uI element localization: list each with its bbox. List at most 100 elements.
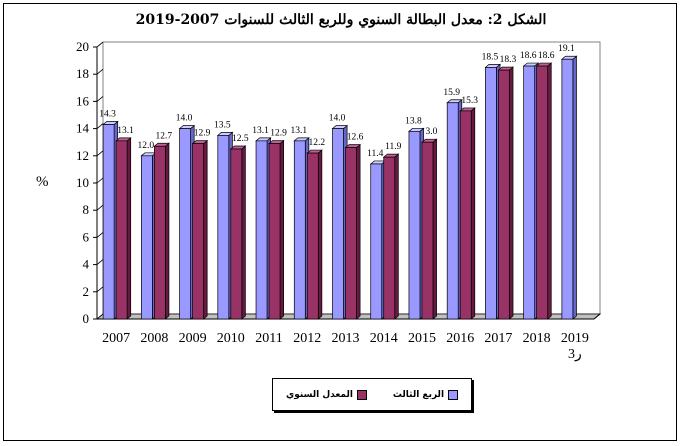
bar-annual — [459, 107, 476, 320]
bar-annual-front — [536, 65, 549, 320]
x-tick-label: 2019 — [561, 331, 589, 346]
legend-label-quarter: الربع الثالث — [392, 389, 445, 400]
x-tick-label: 2018 — [523, 331, 551, 346]
bar-annual-side — [164, 142, 170, 320]
y-tick-depth — [96, 232, 104, 238]
bar-quarter-front — [140, 155, 153, 320]
bar-quarter-side — [572, 55, 577, 320]
bar-annual-side — [509, 66, 514, 320]
data-label-annual: 12.7 — [156, 131, 173, 141]
x-tick-label: 2010 — [217, 331, 245, 346]
bar-quarter — [446, 99, 463, 320]
data-label-annual: 3.0 — [426, 127, 438, 137]
data-label-quarter: 13.5 — [214, 120, 231, 130]
data-label-annual: 13.1 — [117, 126, 134, 136]
bar-annual-front — [345, 147, 357, 320]
legend-item-annual: المعدل السنوي — [286, 389, 367, 400]
x-tick-label: 2009 — [179, 331, 207, 346]
bar-annual — [535, 62, 553, 320]
bar-quarter — [293, 137, 310, 320]
y-tick-label: 16 — [76, 93, 90, 108]
x-tick-label: 2008 — [140, 331, 168, 346]
data-label-annual: 12.9 — [194, 129, 211, 139]
bar-annual — [115, 137, 132, 320]
bar-quarter — [369, 160, 387, 320]
chart-title: الشكل 2: معدل البطالة السنوي وللربع الثا… — [135, 12, 547, 28]
bar-quarter — [178, 124, 196, 320]
bar-annual-side — [279, 139, 284, 320]
x-tick-sublabel: ر3 — [568, 347, 582, 362]
bar-quarter — [140, 152, 157, 320]
axes: 0 2 4 6 8 10 12 14 16 18 20 2007 2008 2009 2010 2011 201… — [76, 39, 594, 362]
bar-quarter — [522, 62, 540, 320]
data-label-quarter: 13.1 — [290, 126, 307, 136]
data-label-quarter: 18.5 — [482, 52, 499, 62]
data-label-quarter: 12.0 — [138, 141, 155, 151]
y-tick-depth — [96, 123, 104, 129]
x-tick-label: 2012 — [293, 331, 321, 346]
data-label-annual: 18.6 — [538, 51, 555, 61]
x-tick-label: 2013 — [332, 331, 360, 346]
y-tick-label: 20 — [76, 39, 89, 54]
bar-quarter-front — [561, 58, 574, 320]
bar-quarter-front — [332, 128, 344, 320]
x-tick-label: 2016 — [446, 331, 474, 346]
bar-quarter-front — [446, 102, 459, 320]
bar-annual-side — [317, 149, 323, 320]
bar-annual — [191, 139, 209, 320]
bar-quarter-front — [408, 130, 421, 320]
y-tick-label: 0 — [83, 311, 90, 326]
bar-annual — [382, 153, 400, 320]
y-tick-label: 8 — [83, 202, 90, 217]
bar-annual-front — [421, 141, 434, 320]
bar-annual-side — [432, 138, 437, 320]
data-label-annual: 12.2 — [308, 138, 325, 148]
bar-quarter-front — [370, 163, 383, 320]
y-tick-depth — [96, 68, 104, 75]
y-tick-depth — [96, 177, 104, 184]
bar-annual-front — [153, 145, 166, 320]
data-label-quarter: 13.1 — [252, 126, 269, 136]
legend-item-quarter: الربع الثالث — [392, 389, 459, 400]
legend: الربع الثالث المعدل السنوي — [272, 378, 472, 411]
bar-annual — [497, 66, 514, 320]
y-tick-label: 2 — [83, 284, 90, 299]
bar-annual-front — [268, 143, 281, 320]
data-label-annual: 12.6 — [347, 133, 364, 143]
bar-annual-side — [126, 137, 132, 320]
bar-annual — [268, 139, 285, 320]
y-tick-depth — [96, 41, 104, 48]
bar-quarter — [102, 120, 119, 320]
y-tick-depth — [96, 204, 104, 211]
data-label-annual: 11.9 — [385, 142, 402, 152]
legend-swatch-annual — [356, 389, 367, 400]
chart-canvas: 0 2 4 6 8 10 12 14 16 18 20 2007 2008 2009 2010 2011 201… — [36, 39, 602, 362]
bar-annual-front — [192, 143, 204, 320]
y-tick-label: 4 — [83, 257, 90, 272]
data-label-annual: 12.9 — [270, 129, 287, 139]
bar-annual — [420, 138, 438, 320]
bar-annual — [306, 149, 323, 320]
bar-annual-side — [470, 107, 476, 320]
data-label-annual: 12.5 — [232, 134, 249, 144]
data-label-quarter: 18.6 — [520, 51, 537, 61]
bar-quarter-front — [293, 140, 306, 320]
bar-quarter — [331, 124, 349, 320]
x-tick-label: 2017 — [484, 331, 512, 346]
bar-quarter-front — [179, 128, 191, 320]
x-tick-label: 2014 — [370, 331, 398, 346]
bar-quarter-front — [485, 67, 497, 320]
data-label-annual: 15.3 — [461, 96, 478, 106]
bar-annual-side — [547, 62, 552, 320]
bar-annual — [344, 143, 362, 320]
legend-swatch-quarter — [448, 389, 459, 400]
bar-quarter — [216, 131, 234, 320]
bar-quarter-front — [523, 65, 536, 320]
data-label-annual: 18.3 — [500, 55, 517, 65]
bar-annual-front — [498, 69, 510, 320]
data-labels-group: 14.313.112.012.714.012.913.512.513.1 12.9… — [99, 44, 575, 159]
bar-annual-side — [241, 145, 246, 320]
bar-annual-side — [394, 153, 399, 320]
y-tick-label: 12 — [76, 148, 89, 163]
bar-quarter — [560, 55, 578, 320]
